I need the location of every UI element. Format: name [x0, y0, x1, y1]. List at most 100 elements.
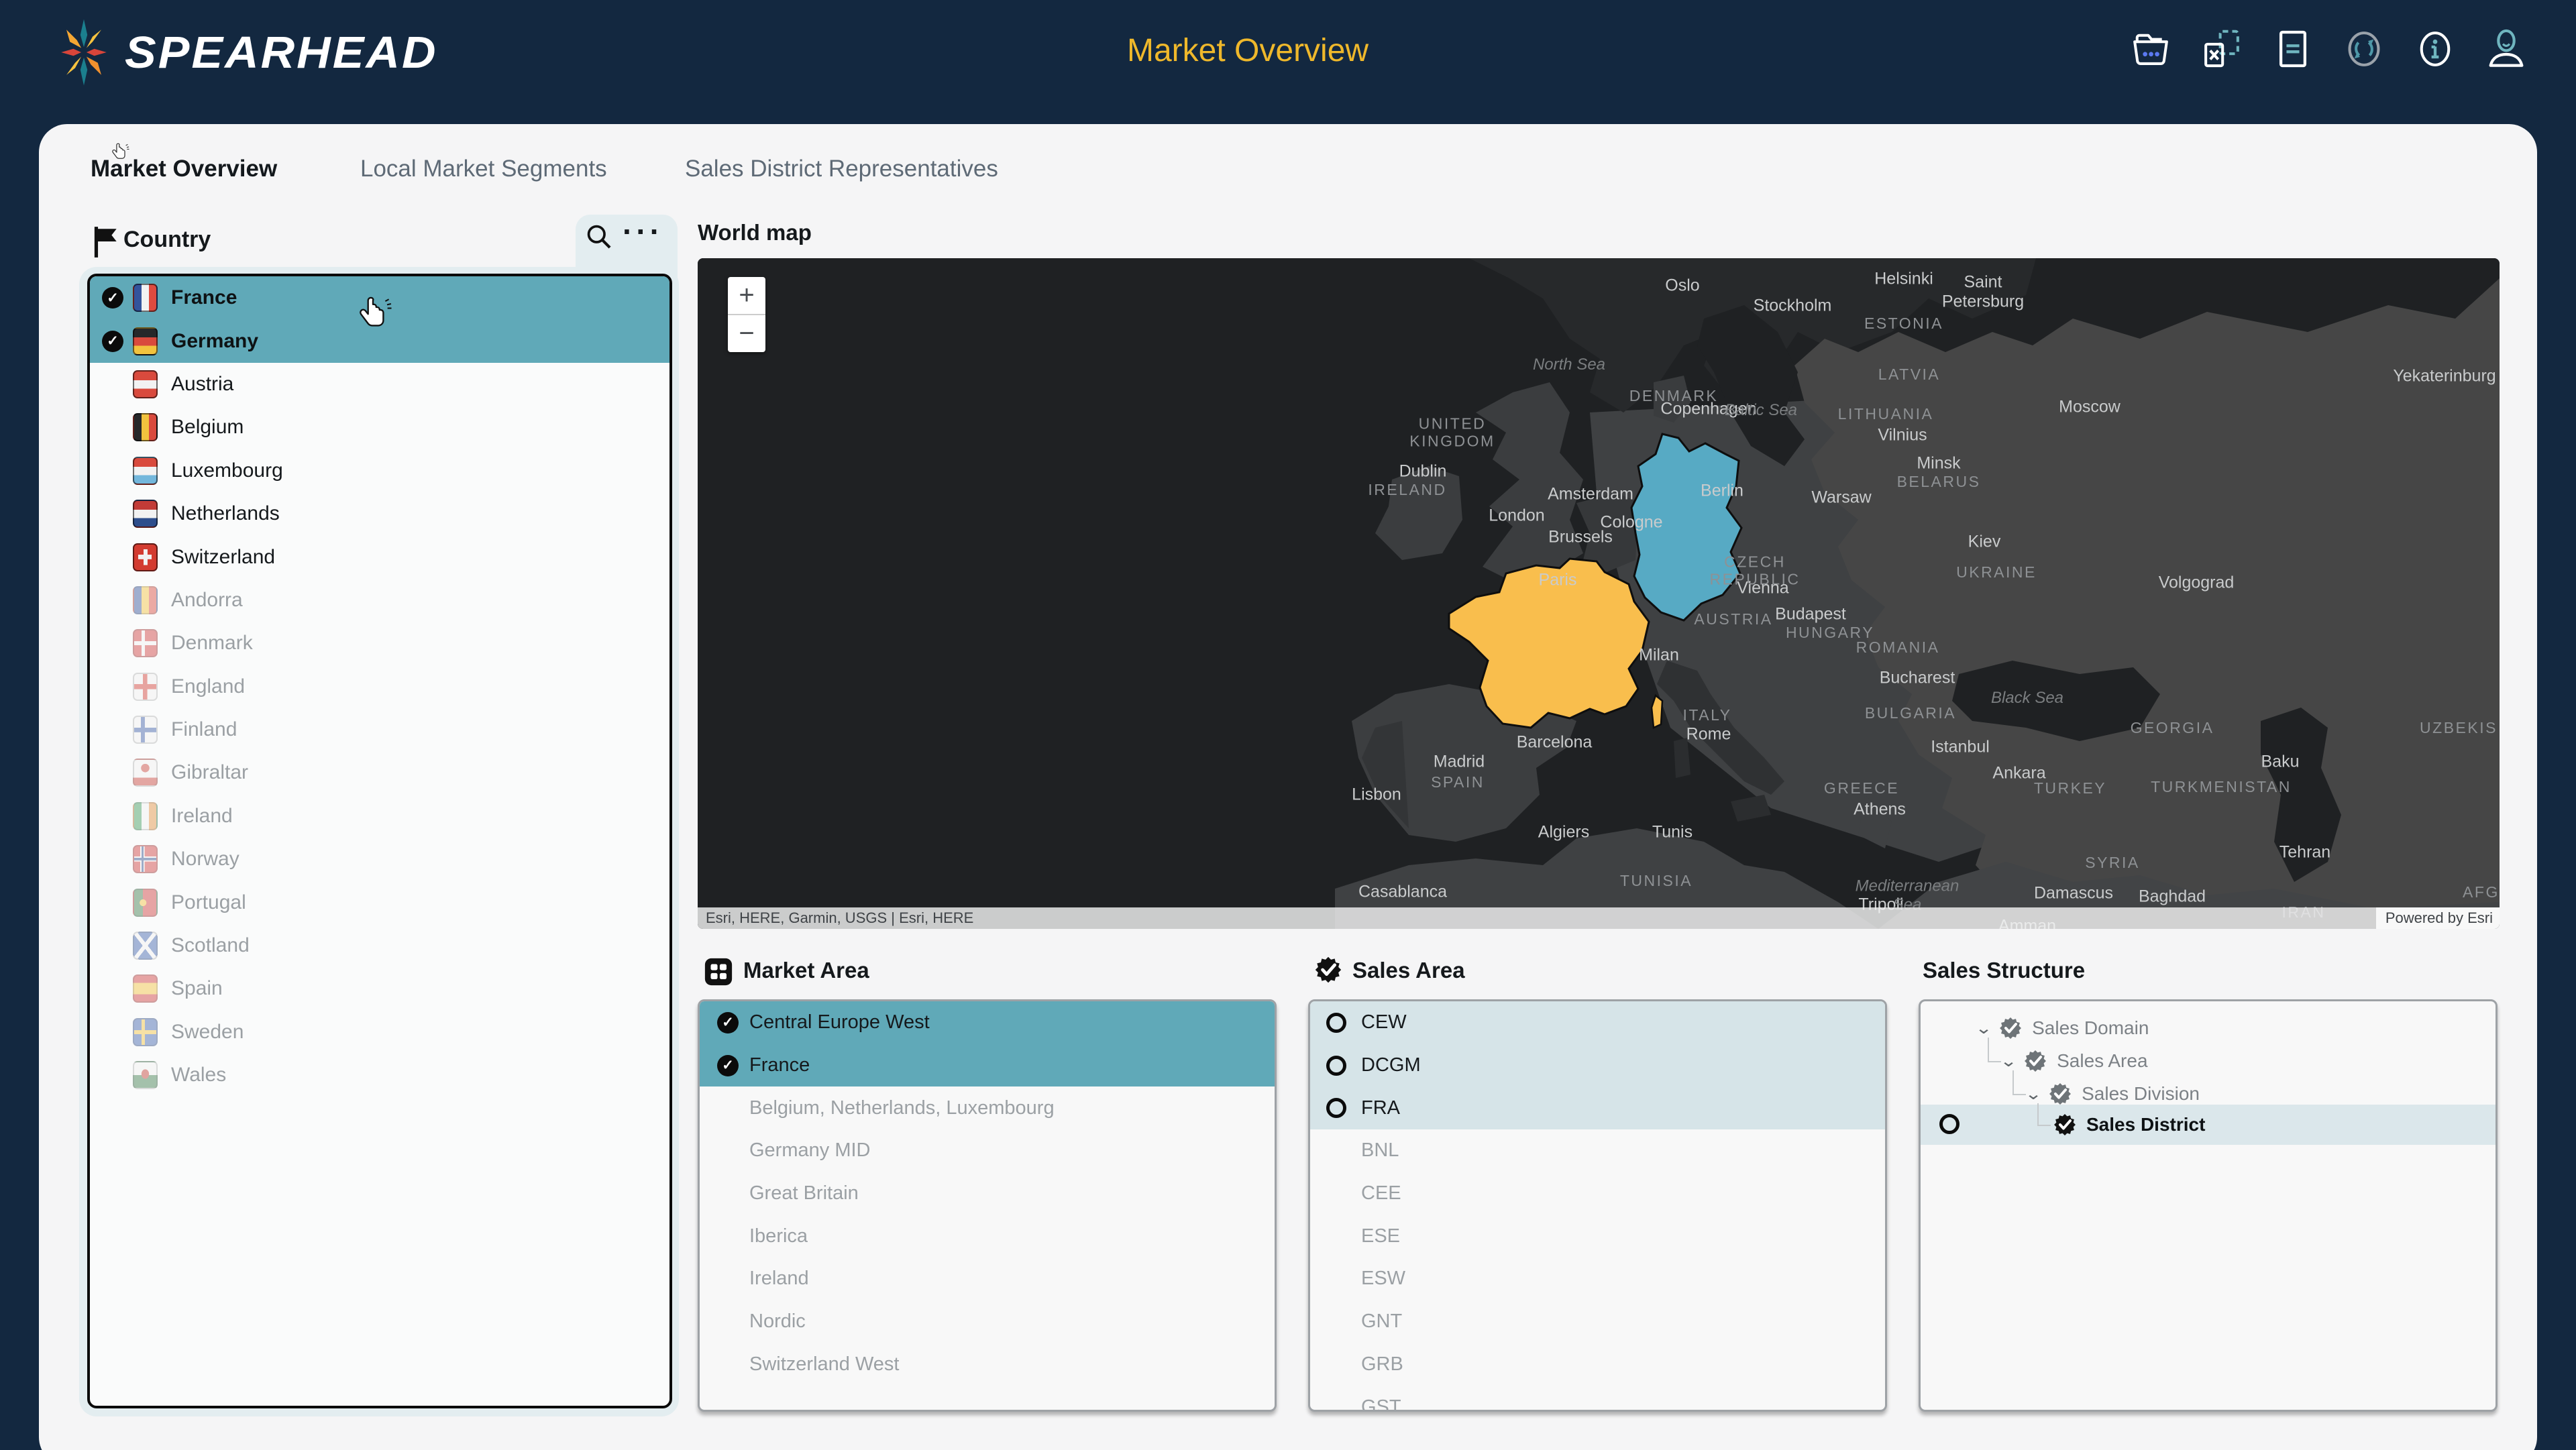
open-folder-icon[interactable] [2129, 25, 2172, 72]
flag-icon [91, 225, 119, 262]
sales-area-item-label: FRA [1361, 1097, 1400, 1119]
market-area-item-ireland[interactable]: Ireland [700, 1258, 1275, 1300]
no-flag-icon [133, 845, 158, 873]
market-area-item-label: Belgium, Netherlands, Luxembourg [749, 1097, 1055, 1119]
zoom-in-button[interactable]: + [728, 277, 765, 315]
country-item-switzerland[interactable]: Switzerland [90, 535, 669, 578]
es-flag-icon [133, 974, 158, 1003]
country-item-england[interactable]: England [90, 665, 669, 708]
chevron-down-icon[interactable]: ⌄ [2000, 1052, 2017, 1071]
market-area-item-belgium-netherlands-luxembourg[interactable]: Belgium, Netherlands, Luxembourg [700, 1086, 1275, 1129]
country-item-denmark[interactable]: Denmark [90, 622, 669, 665]
market-area-item-switzerland-west[interactable]: Switzerland West [700, 1343, 1275, 1386]
tree-node-label: Sales Domain [2032, 1017, 2149, 1039]
country-item-label: Portugal [171, 891, 246, 914]
sales-area-item-cew[interactable]: CEW [1310, 1001, 1885, 1044]
country-item-scotland[interactable]: Scotland [90, 924, 669, 967]
user-icon[interactable] [2485, 25, 2528, 72]
market-area-item-central-europe-west[interactable]: ✓Central Europe West [700, 1001, 1275, 1044]
market-area-item-germany-mid[interactable]: Germany MID [700, 1129, 1275, 1172]
sales-area-item-label: ESE [1361, 1225, 1400, 1247]
sales-area-item-ese[interactable]: ESE [1310, 1215, 1885, 1258]
market-area-item-label: France [749, 1054, 810, 1076]
sales-area-item-grb[interactable]: GRB [1310, 1343, 1885, 1386]
tree-node-sales-district[interactable]: Sales District [2051, 1107, 2205, 1142]
zoom-out-button[interactable]: − [728, 315, 765, 352]
country-item-germany[interactable]: ✓Germany [90, 319, 669, 362]
fi-flag-icon [133, 716, 158, 744]
market-area-item-label: Central Europe West [749, 1011, 930, 1034]
country-item-label: Switzerland [171, 546, 275, 569]
country-item-label: Gibraltar [171, 761, 248, 784]
tab-local-market-segments[interactable]: Local Market Segments [360, 156, 607, 182]
brand-logo: SPEARHEAD [58, 17, 438, 87]
reload-icon[interactable] [2343, 25, 2385, 72]
country-item-belgium[interactable]: Belgium [90, 406, 669, 449]
country-item-norway[interactable]: Norway [90, 838, 669, 881]
sales-area-item-gnt[interactable]: GNT [1310, 1300, 1885, 1343]
market-area-item-label: Switzerland West [749, 1353, 900, 1376]
country-item-austria[interactable]: Austria [90, 363, 669, 406]
market-area-item-great-britain[interactable]: Great Britain [700, 1172, 1275, 1215]
badge-icon [2022, 1048, 2049, 1074]
country-item-finland[interactable]: Finland [90, 708, 669, 751]
sales-area-item-cee[interactable]: CEE [1310, 1172, 1885, 1215]
at-flag-icon [133, 370, 158, 398]
world-map[interactable]: OsloStockholmHelsinkiSaint PetersburgEST… [698, 258, 2500, 929]
pt-flag-icon [133, 889, 158, 917]
country-item-sweden[interactable]: Sweden [90, 1011, 669, 1054]
chevron-down-icon[interactable]: ⌄ [2025, 1084, 2042, 1104]
country-item-spain[interactable]: Spain [90, 967, 669, 1010]
tab-sales-district-representatives[interactable]: Sales District Representatives [685, 156, 998, 182]
country-item-gibraltar[interactable]: Gibraltar [90, 751, 669, 794]
sales-area-item-label: GRB [1361, 1353, 1403, 1376]
country-item-label: Belgium [171, 416, 244, 439]
tree-node-label: Sales Area [2057, 1050, 2147, 1072]
country-item-portugal[interactable]: Portugal [90, 881, 669, 924]
market-area-item-iberica[interactable]: Iberica [700, 1215, 1275, 1258]
country-item-ireland[interactable]: Ireland [90, 795, 669, 838]
tab-market-overview[interactable]: Market Overview [91, 156, 277, 182]
sales-area-item-fra[interactable]: FRA [1310, 1086, 1885, 1129]
map-region-germany [1631, 434, 1741, 620]
badge-icon [2051, 1111, 2078, 1138]
radio-circle-icon[interactable] [1939, 1114, 1960, 1134]
ie-flag-icon [133, 802, 158, 830]
radio-circle-icon [1326, 1013, 1346, 1033]
country-item-luxembourg[interactable]: Luxembourg [90, 449, 669, 492]
wal-flag-icon [133, 1061, 158, 1089]
tree-connector [2037, 1103, 2051, 1126]
country-item-andorra[interactable]: Andorra [90, 579, 669, 622]
tree-node-sales-domain[interactable]: ⌄ Sales Domain [1977, 1011, 2149, 1046]
country-item-france[interactable]: ✓France [90, 276, 669, 319]
country-item-label: Finland [171, 718, 237, 741]
info-icon[interactable] [2414, 25, 2457, 72]
brand-name: SPEARHEAD [125, 27, 438, 78]
market-area-item-france[interactable]: ✓France [700, 1044, 1275, 1087]
chevron-down-icon[interactable]: ⌄ [1975, 1019, 1992, 1038]
page-title: Market Overview [1127, 32, 1368, 69]
sales-area-item-bnl[interactable]: BNL [1310, 1129, 1885, 1172]
sales-area-item-dcgm[interactable]: DCGM [1310, 1044, 1885, 1087]
country-item-label: Wales [171, 1064, 226, 1086]
map-geography [698, 258, 2500, 929]
clear-selections-icon[interactable] [2200, 25, 2243, 72]
country-item-netherlands[interactable]: Netherlands [90, 492, 669, 535]
sales-area-item-esw[interactable]: ESW [1310, 1258, 1885, 1300]
market-area-item-nordic[interactable]: Nordic [700, 1300, 1275, 1343]
country-item-label: Sweden [171, 1021, 244, 1044]
map-title: World map [698, 220, 812, 245]
tree-selected-row-bg [1921, 1105, 2496, 1145]
ch-flag-icon [133, 543, 158, 571]
sheet-list-icon[interactable] [2271, 25, 2314, 72]
lu-flag-icon [133, 457, 158, 485]
sales-area-item-gst[interactable]: GST [1310, 1386, 1885, 1412]
sct-flag-icon [133, 932, 158, 960]
top-bar: SPEARHEAD Market Overview [0, 0, 2576, 101]
be-flag-icon [133, 413, 158, 441]
search-icon[interactable] [585, 223, 613, 254]
market-area-item-label: Germany MID [749, 1139, 870, 1162]
more-options-icon[interactable]: ··· [623, 213, 663, 249]
app-screen: SPEARHEAD Market Overview [0, 0, 2576, 1450]
country-item-wales[interactable]: Wales [90, 1054, 669, 1097]
